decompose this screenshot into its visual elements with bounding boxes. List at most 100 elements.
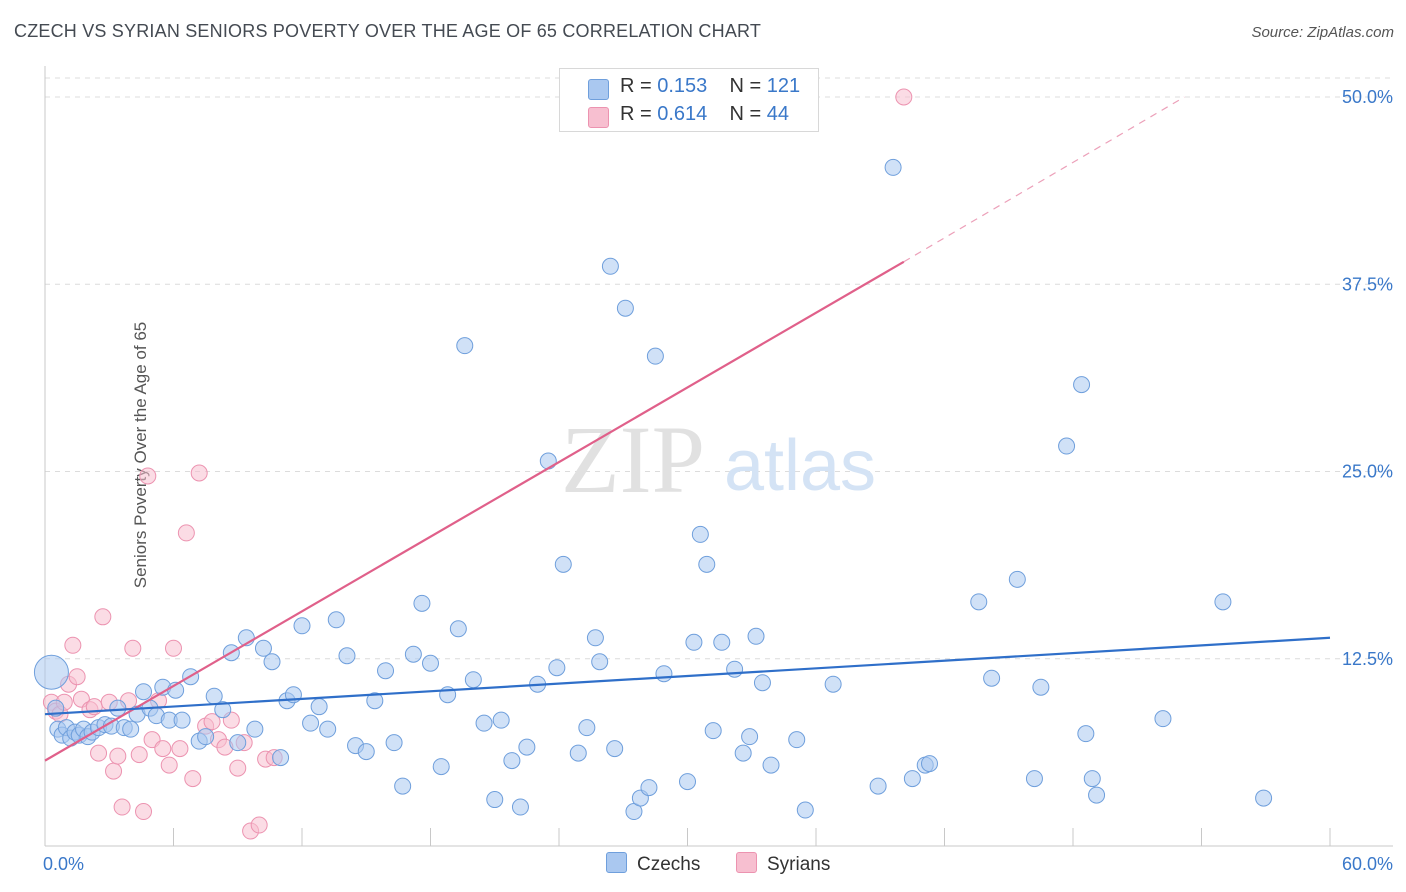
czech-point (569, 744, 587, 762)
syrian-point (94, 608, 112, 626)
czech-point (511, 798, 529, 816)
legend-syrian-n-label: N = (729, 103, 762, 125)
czech-point (1025, 770, 1043, 788)
czech-point (122, 720, 140, 738)
y-tick-label: 12.5% (1342, 649, 1393, 669)
czech-point (539, 452, 557, 470)
czech-point (310, 698, 328, 716)
czech-point (616, 299, 634, 317)
bottom-legend-swatch-syrians (736, 852, 757, 873)
syrian-point (113, 798, 131, 816)
czech-trend-line (44, 636, 1331, 716)
syrian-point (130, 746, 148, 764)
legend-swatch-syrian (588, 107, 609, 128)
syrian-point (64, 636, 82, 654)
syrian-point (190, 464, 208, 482)
czech-point (385, 734, 403, 752)
czech-point (464, 671, 482, 689)
czech-point (109, 699, 127, 717)
czech-point (327, 611, 345, 629)
czech-point (747, 627, 765, 645)
czech-point (685, 633, 703, 651)
czech-point (503, 752, 521, 770)
czech-point (983, 669, 1001, 687)
czech-point (640, 779, 658, 797)
czech-point (1077, 725, 1095, 743)
czech-point (293, 617, 311, 635)
czech-point (1154, 710, 1172, 728)
czech-point (492, 711, 510, 729)
syrian-point (109, 747, 127, 765)
syrian-point (90, 744, 108, 762)
syrian-point (177, 524, 195, 542)
y-tick-label: 25.0% (1342, 462, 1393, 482)
syrian-point (184, 770, 202, 788)
czech-point (796, 801, 814, 819)
czech-point (404, 645, 422, 663)
czech-point (394, 777, 412, 795)
czech-point (679, 773, 696, 791)
czech-point (1073, 376, 1091, 394)
syrian-point (250, 816, 268, 834)
czech-point (646, 347, 664, 365)
trend-lines (44, 96, 1331, 762)
czech-point (1083, 770, 1101, 788)
czech-point (1058, 437, 1076, 455)
syrian-point (165, 639, 182, 657)
czech-point (713, 633, 731, 651)
czech-point (548, 659, 566, 677)
czech-point (704, 722, 722, 740)
syrian-trend-line (44, 260, 905, 762)
czech-point (229, 734, 247, 752)
syrian-point (171, 740, 189, 758)
axes (44, 66, 1393, 847)
syrian-trend-extension (903, 96, 1185, 263)
czech-point (357, 743, 375, 761)
syrian-point (68, 668, 86, 686)
czech-point (869, 777, 887, 795)
legend-czech-n-value: 121 (766, 75, 801, 97)
czech-point (753, 674, 771, 692)
czech-point (135, 683, 153, 701)
czech-point (214, 701, 232, 719)
legend-syrian-r-value: 0.614 (657, 103, 708, 125)
czech-point (741, 728, 759, 746)
legend-swatch-czech (588, 79, 609, 100)
czech-point (824, 675, 842, 693)
bottom-legend-czechs: Czechs (606, 852, 700, 876)
czech-point (970, 593, 988, 611)
legend-czech-r-label: R = (620, 75, 652, 97)
czech-point (432, 758, 450, 776)
syrian-point (124, 639, 142, 657)
syrian-point (105, 762, 123, 780)
watermark: ZIP atlas (561, 406, 876, 513)
syrian-point (135, 803, 153, 821)
czech-point (726, 660, 744, 678)
bottom-legend-label-czechs: Czechs (637, 854, 701, 875)
czech-point (554, 555, 572, 573)
czech-point (422, 654, 439, 672)
syrian-point (203, 713, 221, 731)
correlation-legend: R = 0.153 N = 121 R = 0.614 N = 44 (559, 68, 819, 132)
czech-point (197, 728, 215, 746)
czech-point (1214, 593, 1232, 611)
czech-point (655, 665, 673, 683)
chart-title: CZECH VS SYRIAN SENIORS POVERTY OVER THE… (14, 21, 762, 41)
czech-point (903, 770, 921, 788)
syrian-point (154, 740, 172, 758)
tick-labels: 12.5% 25.0% 37.5% 50.0% 0.0% 60.0% (43, 87, 1393, 874)
x-tick-label-max: 60.0% (1342, 854, 1393, 874)
legend-czech-r-value: 0.153 (657, 75, 708, 97)
syrian-point (139, 467, 157, 485)
czech-point (1088, 786, 1106, 804)
watermark-zip: ZIP (561, 406, 705, 513)
bottom-legend-swatch-czechs (606, 852, 627, 873)
syrian-point (229, 759, 247, 777)
czech-point (606, 740, 624, 758)
czech-point (263, 653, 281, 671)
bottom-legend-label-syrians: Syrians (767, 854, 831, 875)
czech-point (272, 749, 290, 767)
czech-point (486, 791, 504, 809)
czech-point (921, 755, 939, 773)
